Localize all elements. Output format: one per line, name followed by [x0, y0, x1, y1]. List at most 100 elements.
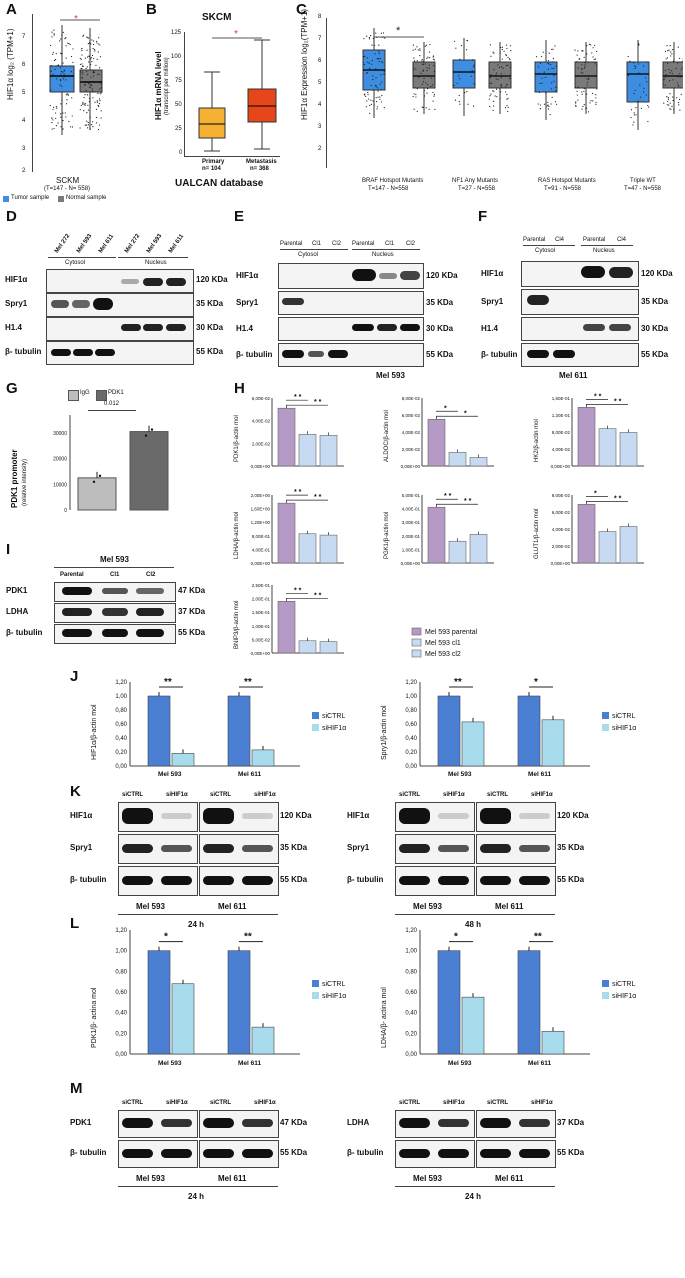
panel-label-b: B: [146, 1, 157, 18]
h-ytick: 4,00E-01: [402, 507, 421, 512]
b-boxplot: *: [198, 30, 277, 152]
panel-label-e: E: [234, 208, 245, 225]
a-ytick: 7: [22, 34, 26, 40]
h-bar: [577, 504, 596, 564]
h-bar: [427, 506, 446, 564]
blot-band: [438, 875, 469, 885]
h-star: * *: [444, 493, 452, 500]
h-star: * *: [614, 398, 622, 405]
c-xtick-n: T=147 - N=558: [368, 186, 409, 192]
l-legend-label: siHIF1α: [612, 993, 636, 1000]
h-legend-swatch: [411, 649, 422, 658]
i-row-size: 37 KDa: [178, 607, 206, 616]
l-bar: [171, 983, 195, 1055]
blot-band: [399, 1118, 430, 1128]
d-fraction: Nucleus: [145, 260, 167, 266]
k-cell-line: Mel 611: [495, 902, 524, 911]
panel-label-l: L: [70, 915, 80, 932]
h-legend-swatch: [411, 638, 422, 647]
f-lane: Cl4: [617, 237, 627, 243]
d-fraction: Cytosol: [65, 260, 86, 266]
blot-band: [122, 1148, 153, 1158]
g-legend-label: PDK1: [108, 390, 124, 396]
h-ylabel: HK2/β-actin mol: [534, 419, 540, 462]
c-ytick: 2: [318, 146, 322, 152]
blot-strip: [395, 866, 475, 896]
panel-a: HIF1α log₂ (TPM+1) 7 6 5 4 3 2 * SCKM (T…: [0, 0, 140, 205]
j-charts: HIF1α/β-actin mol 1,20 1,00 0,80 0,60 0,40 0,2…: [91, 677, 636, 778]
l-xtick: Mel 611: [238, 1060, 262, 1067]
blot-band: [203, 843, 234, 853]
h-ytick: 2,00E-02: [552, 544, 571, 549]
l-star: **: [244, 932, 252, 943]
blot-lane: siHIF1α: [443, 1100, 465, 1106]
c-box-tumor: [626, 61, 650, 103]
blot-band: [480, 1148, 511, 1158]
c-box-normal: [488, 61, 512, 89]
panel-label-d: D: [6, 208, 17, 225]
blot-band: [399, 808, 430, 824]
i-row-label: LDHA: [6, 607, 29, 616]
h-ytick: 8,00E-02: [402, 396, 421, 401]
h-star: *: [444, 405, 447, 412]
k-cell-line: Mel 593: [136, 902, 165, 911]
h-charts: PDK1/β-actin mol 6,00E-02 4,00E-02 2,00E-02…: [234, 393, 644, 658]
c-ytick: 6: [318, 58, 322, 64]
l-ytick: 1,20: [115, 928, 127, 934]
j-ytick: 0,20: [115, 750, 127, 756]
l-bar: [541, 1030, 565, 1055]
blot-band: [161, 875, 192, 885]
blot-band: [122, 1118, 153, 1128]
j-ytick: 0,40: [115, 736, 127, 742]
g-ylabel: PDK1 promoter: [10, 449, 19, 508]
l-legend-swatch: [312, 992, 319, 999]
a-ytick: 3: [22, 146, 26, 152]
h-bar: [598, 428, 617, 467]
l-bar: [517, 950, 541, 1055]
g-chart: 30000 20000 10000 0: [53, 415, 169, 514]
e-row-label: H1.4: [236, 324, 253, 333]
d-row-size: 30 KDa: [196, 323, 224, 332]
c-box-normal: [574, 61, 598, 89]
f-cell-line: Mel 611: [559, 371, 588, 380]
panel-f-blot: Parental Cl4 Parental Cl4 Cytosol Nucleu…: [477, 205, 685, 380]
f-row-label: Spry1: [481, 297, 504, 306]
b-ylabel: HIF1α mRNA level: [154, 51, 163, 120]
c-ytick: 7: [318, 36, 322, 42]
c-box-tumor: [452, 59, 476, 89]
i-lane: Cl2: [146, 572, 156, 578]
j-legend-label: siHIF1α: [612, 725, 636, 732]
a-legend-label: Normal sample: [66, 195, 107, 201]
b-xtick: Metastasis: [246, 159, 277, 165]
a-ytick: 6: [22, 62, 26, 68]
c-xtick-n: T=27 - N=558: [458, 186, 496, 192]
d-row-label: H1.4: [5, 323, 22, 332]
h-ytick: 0,00E+00: [551, 561, 571, 566]
k-cell-line: Mel 611: [218, 902, 247, 911]
j-ytick: 0,60: [405, 722, 417, 728]
a-box-tumor: [49, 65, 75, 93]
blot-band: [438, 813, 469, 819]
panel-label-h: H: [234, 380, 245, 397]
h-legend-label: Mel 593 cl1: [425, 640, 461, 647]
c-ylabel: HIF1α Expression log₂(TPM+1): [300, 8, 309, 120]
h-ytick: 1,00E-01: [402, 547, 421, 552]
blot-lane: siHIF1α: [254, 792, 276, 798]
e-row-size: 120 KDa: [426, 271, 458, 280]
j-legend-label: siCTRL: [612, 713, 635, 720]
e-fraction: Nucleus: [372, 252, 394, 258]
d-lane: Mel 272: [124, 233, 142, 255]
blot-row-size: 120 KDa: [557, 811, 589, 820]
blot-lane: siCTRL: [122, 792, 143, 798]
b-xtick: Primary: [202, 159, 225, 165]
d-row-label: Spry1: [5, 299, 28, 308]
blot-band: [122, 843, 153, 853]
c-ytick: 3: [318, 124, 322, 130]
blot-band: [242, 1119, 273, 1127]
blot-lane: siCTRL: [210, 1100, 231, 1106]
blot-row-size: 47 KDa: [280, 1118, 308, 1127]
j-xtick: Mel 611: [238, 771, 262, 778]
a-xlabel: SCKM: [56, 176, 80, 185]
j-ytick: 0,40: [405, 736, 417, 742]
d-row-label: β- tubulin: [5, 347, 42, 356]
